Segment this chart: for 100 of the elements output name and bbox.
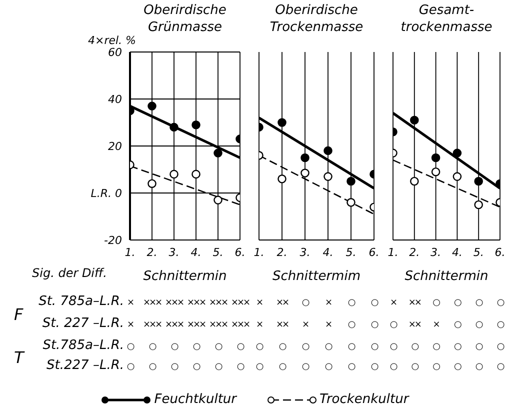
chart-title: Gesamt- trockenmasse	[400, 2, 494, 36]
y-tick-label: 60	[108, 46, 122, 59]
point	[192, 120, 200, 130]
text: ○	[302, 362, 308, 372]
text: ○	[496, 298, 504, 308]
point	[192, 170, 200, 179]
text: ○	[454, 298, 460, 308]
x-axis-title: Schnittermin	[404, 269, 488, 284]
text: ○	[170, 342, 178, 352]
point	[452, 172, 462, 181]
text: ○	[454, 342, 460, 352]
point	[148, 102, 156, 110]
text: ○	[126, 362, 134, 372]
x-tick-label: 1.	[124, 246, 136, 259]
text: ××	[408, 298, 420, 308]
text: ○	[126, 342, 134, 352]
point	[431, 153, 440, 162]
text: ○	[432, 362, 439, 372]
point	[278, 118, 286, 127]
x-tick-label: 1.	[388, 246, 398, 259]
category-label: St. 227 –L.R.	[42, 316, 124, 331]
text: T	[14, 348, 24, 367]
point	[148, 179, 156, 188]
x-tick-label: 5.	[346, 246, 356, 259]
category-label: St.785a–L.R.	[42, 338, 124, 353]
text: ○	[454, 320, 460, 330]
text: ○	[370, 320, 378, 330]
y-tick-label: 40	[108, 92, 122, 106]
text: ○	[475, 362, 482, 372]
y-tick-label: 20	[108, 140, 122, 153]
y-axis-title: 4×rel. %	[88, 34, 136, 47]
text: ×××	[142, 320, 162, 330]
x-tick-label: 6.	[494, 246, 506, 259]
text: ○	[390, 362, 396, 372]
text: ○	[411, 362, 418, 372]
category-label: St. 785a–L.R.	[38, 294, 124, 309]
text: ○	[324, 362, 332, 372]
text: ○	[278, 342, 286, 352]
text: ×	[126, 298, 134, 308]
x-tick-label: 5.	[212, 246, 224, 259]
text: ○	[214, 362, 222, 372]
text: ○	[496, 320, 504, 330]
legend-label: Trockenkultur	[320, 392, 409, 407]
text: F	[14, 305, 24, 324]
text: ○	[454, 362, 460, 372]
text: ○	[390, 320, 396, 330]
x-axis-title: Schnittermin	[143, 269, 227, 284]
text: ×××	[164, 320, 184, 330]
point	[474, 200, 483, 210]
x-tick-label: 4.	[322, 246, 334, 259]
x-tick-label: 4.	[452, 246, 462, 259]
text: ××	[276, 298, 288, 308]
text: ○	[348, 362, 354, 372]
text: ○	[432, 342, 439, 352]
text: ×	[432, 320, 439, 330]
text: ○	[475, 342, 482, 352]
text: ○	[302, 342, 308, 352]
category-label: St.227 –L.R.	[46, 358, 124, 373]
chart-title: Oberirdische Grünmasse	[144, 3, 226, 35]
text: ○	[370, 298, 378, 308]
x-tick-label: 3.	[430, 246, 442, 259]
text: ×××	[208, 298, 228, 308]
x-tick-label: 1.	[254, 246, 264, 259]
text: ○	[496, 362, 504, 372]
point	[214, 196, 222, 204]
text: ○	[496, 342, 504, 352]
y-tick-label: -20	[104, 234, 122, 247]
point	[278, 174, 286, 184]
text: ○	[475, 298, 482, 308]
x-tick-label: 4.	[190, 246, 202, 259]
text: ○	[370, 362, 378, 372]
text: ×××	[142, 298, 162, 308]
text: ×	[302, 320, 308, 330]
text: ○	[148, 342, 156, 352]
text: ×	[390, 298, 396, 308]
point	[324, 146, 332, 156]
text: ×	[256, 320, 262, 330]
point	[410, 116, 419, 125]
point	[452, 148, 462, 158]
text: ○	[324, 342, 332, 352]
text: ×	[256, 298, 262, 308]
text: ×	[324, 320, 332, 330]
text: ××	[408, 320, 420, 330]
point	[474, 176, 483, 186]
text: ○	[148, 362, 156, 372]
point	[410, 176, 419, 186]
x-tick-label: 2.	[146, 246, 158, 259]
x-tick-label: 3.	[168, 246, 180, 259]
text: ○	[348, 320, 354, 330]
point	[170, 122, 178, 132]
text: ○	[302, 298, 308, 308]
text: ×××	[230, 320, 250, 330]
text: ×××	[208, 320, 228, 330]
text: ○	[236, 342, 244, 352]
text: ○	[475, 320, 482, 330]
x-axis-title: Schnittermim	[272, 269, 360, 284]
point	[300, 153, 310, 162]
text: ○	[236, 362, 244, 372]
y-tick-label: L.R. 0	[90, 186, 122, 200]
x-tick-label: 2.	[276, 246, 288, 259]
